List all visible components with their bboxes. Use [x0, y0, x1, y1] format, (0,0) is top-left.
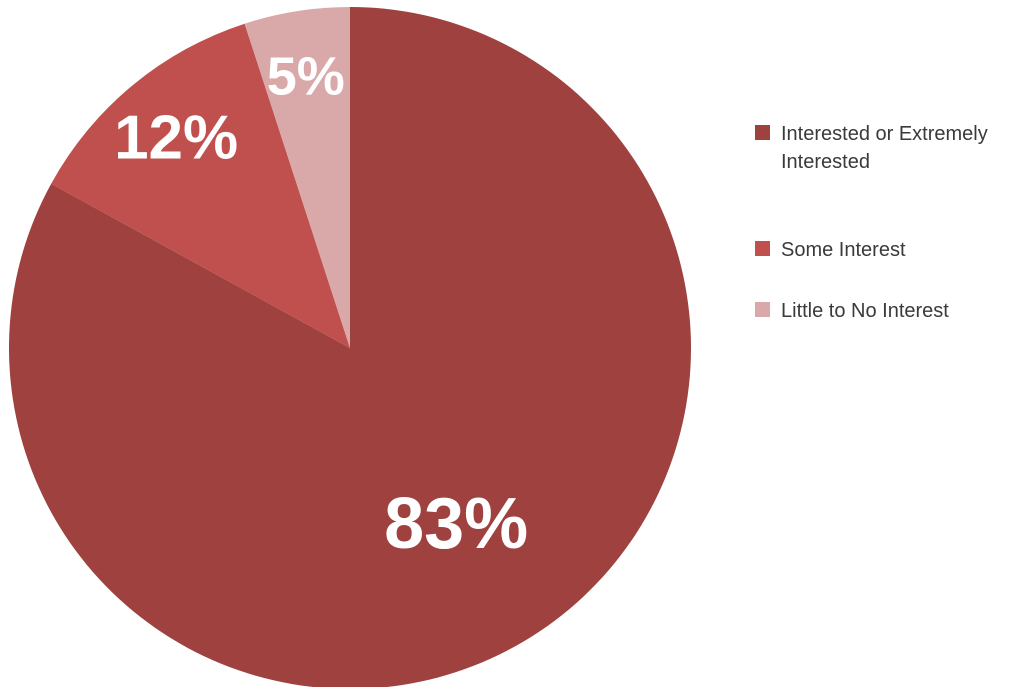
legend-swatch-some-interest: [755, 241, 770, 256]
data-label-little-interest: 5%: [267, 46, 345, 106]
legend-swatch-interested: [755, 125, 770, 140]
data-label-interested: 83%: [384, 484, 528, 564]
legend-label-some-interest: Some Interest: [781, 239, 906, 261]
legend-item-some-interest: Some Interest: [755, 236, 1026, 264]
legend-item-little-interest: Little to No Interest: [755, 297, 1026, 325]
legend-swatch-little-interest: [755, 302, 770, 317]
legend-label-interested: Interested or Extremely Interested: [781, 123, 988, 173]
pie-slices: [9, 6, 691, 687]
legend-item-interested: Interested or Extremely Interested: [755, 120, 1026, 176]
pie-data-labels: 83% 12% 5%: [114, 46, 528, 564]
pie-slice-some-interest: [51, 23, 351, 348]
data-label-some-interest: 12%: [114, 103, 238, 172]
pie-slice-little-interest: [244, 6, 350, 348]
legend-label-little-interest: Little to No Interest: [781, 300, 949, 322]
pie-slice-interested: [9, 7, 691, 687]
